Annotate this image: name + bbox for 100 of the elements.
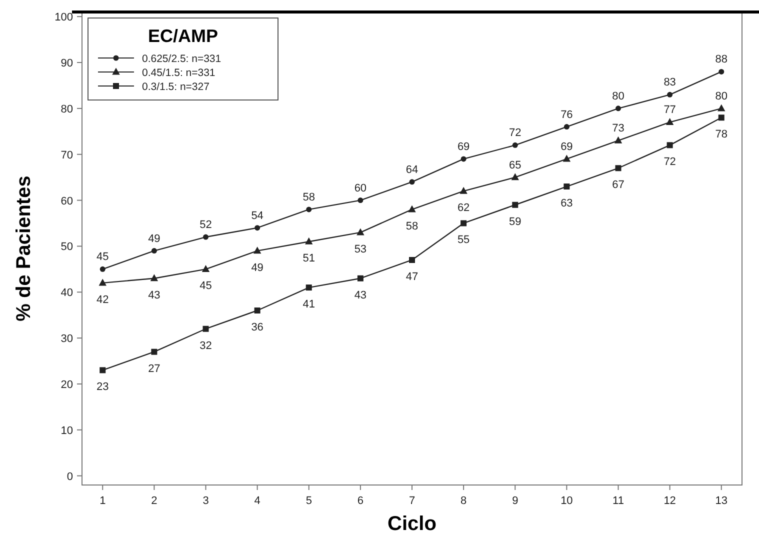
data-label: 36 [251, 321, 264, 334]
point [357, 275, 364, 282]
y-tick-label: 10 [60, 424, 73, 437]
point [666, 118, 674, 126]
data-label: 83 [664, 76, 676, 89]
x-axis-title: Ciclo [388, 513, 436, 535]
x-tick-label: 7 [408, 495, 416, 507]
legend-label: 0.45/1.5: n=331 [142, 67, 216, 79]
point [100, 367, 106, 374]
data-label: 76 [560, 108, 573, 121]
data-label: 42 [96, 294, 109, 306]
x-tick-label: 13 [715, 495, 728, 507]
point [98, 278, 106, 286]
point [666, 142, 673, 148]
point [409, 179, 415, 185]
point [718, 114, 724, 121]
x-tick-label: 4 [254, 495, 260, 507]
data-label: 63 [560, 198, 573, 210]
point [356, 228, 364, 236]
y-tick-label: 70 [60, 149, 73, 162]
data-label: 58 [406, 220, 418, 232]
y-tick-label: 30 [60, 333, 73, 346]
point [615, 165, 622, 172]
x-tick-label: 5 [306, 495, 312, 507]
data-label: 43 [148, 289, 160, 302]
point [409, 256, 415, 263]
data-label: 72 [664, 156, 676, 168]
data-label: 80 [715, 90, 728, 102]
point [667, 92, 673, 98]
data-label: 49 [148, 232, 160, 245]
point [564, 124, 570, 130]
point [202, 326, 209, 332]
point [203, 234, 208, 240]
y-tick-label: 60 [60, 195, 73, 208]
data-label: 32 [200, 340, 212, 352]
point [100, 266, 106, 272]
x-tick-label: 6 [357, 495, 364, 507]
data-label: 67 [612, 179, 624, 192]
point [718, 68, 724, 74]
data-label: 45 [96, 251, 109, 264]
point [460, 186, 468, 194]
y-axis-title: % de Pacientes [13, 176, 35, 322]
data-label: 53 [354, 243, 367, 256]
x-tick-label: 3 [202, 495, 209, 507]
point [512, 202, 518, 208]
data-label: 41 [302, 298, 315, 311]
x-tick-label: 10 [560, 495, 573, 507]
y-tick-label: 20 [60, 378, 73, 391]
point [306, 284, 312, 291]
data-label: 69 [560, 140, 573, 153]
data-label: 43 [354, 289, 367, 302]
data-label: 27 [148, 362, 160, 375]
point [202, 264, 210, 272]
y-tick-label: 80 [60, 103, 73, 116]
y-tick-label: 50 [60, 241, 73, 254]
point [358, 198, 364, 204]
point [562, 154, 571, 162]
point [718, 104, 726, 112]
y-tick-label: 0 [66, 470, 73, 483]
data-label: 73 [612, 122, 624, 135]
x-tick-label: 2 [151, 495, 158, 507]
x-tick-label: 12 [664, 495, 676, 507]
data-label: 55 [457, 234, 470, 246]
data-label: 59 [509, 216, 522, 228]
x-tick-label: 8 [460, 495, 467, 507]
legend-label: 0.3/1.5: n=327 [142, 81, 210, 93]
point [254, 307, 260, 314]
data-label: 64 [406, 164, 418, 176]
data-label: 58 [302, 191, 315, 204]
legend-label: 0.625/2.5: n=331 [142, 53, 222, 65]
y-tick-label: 90 [60, 58, 73, 70]
point [151, 248, 157, 254]
point [460, 220, 467, 226]
data-label: 49 [251, 262, 264, 274]
point [150, 274, 158, 282]
data-label: 54 [251, 210, 264, 222]
data-label: 60 [354, 182, 367, 194]
y-tick-label: 100 [54, 12, 73, 24]
point [408, 205, 416, 212]
data-label: 23 [96, 381, 109, 394]
point [614, 136, 622, 144]
x-tick-label: 1 [100, 495, 106, 507]
y-tick-label: 40 [60, 287, 73, 300]
point [616, 106, 621, 112]
point [564, 184, 570, 190]
data-label: 77 [664, 104, 676, 116]
x-tick-label: 9 [512, 495, 518, 507]
data-label: 51 [302, 252, 315, 265]
data-label: 72 [509, 127, 522, 140]
data-label: 80 [612, 90, 624, 102]
point [460, 156, 466, 162]
point [306, 206, 312, 212]
point [151, 348, 158, 355]
point [305, 237, 313, 244]
point [254, 225, 260, 231]
data-label: 69 [457, 140, 470, 153]
legend-title: EC/AMP [148, 26, 218, 46]
data-label: 45 [200, 280, 212, 292]
data-label: 47 [406, 270, 418, 283]
data-label: 88 [715, 54, 728, 66]
